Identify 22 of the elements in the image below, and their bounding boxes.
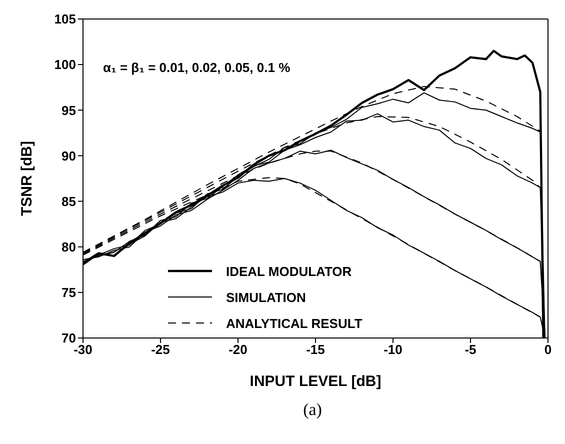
y-tick-label: 90 bbox=[62, 148, 76, 164]
y-tick-label: 80 bbox=[62, 239, 76, 254]
x-tick-label: 0 bbox=[544, 342, 552, 358]
y-tick-label: 95 bbox=[62, 102, 76, 118]
x-tick-label: -30 bbox=[74, 342, 92, 358]
x-tick-label: -20 bbox=[228, 342, 248, 358]
y-tick-label: 100 bbox=[54, 57, 76, 72]
x-tick-label: -15 bbox=[306, 342, 325, 358]
annotation: α₁ = β₁ = 0.01, 0.02, 0.05, 0.1 % bbox=[103, 60, 290, 75]
y-tick-label: 85 bbox=[62, 194, 76, 209]
x-tick-label: -5 bbox=[464, 342, 476, 358]
y-tick-label: 105 bbox=[54, 12, 76, 27]
legend-label: ANALYTICAL RESULT bbox=[226, 316, 362, 330]
y-tick-label: 70 bbox=[62, 330, 76, 346]
y-tick-label: 75 bbox=[62, 285, 76, 300]
x-tick-label: -10 bbox=[384, 342, 402, 358]
text: (a) bbox=[302, 400, 323, 420]
x-tick-label: -25 bbox=[151, 342, 170, 358]
legend-label: IDEAL MODULATOR bbox=[226, 264, 352, 278]
y-axis-title: TSNR [dB] bbox=[18, 141, 36, 216]
legend-label: SIMULATION bbox=[226, 290, 306, 304]
x-axis-title: INPUT LEVEL [dB] bbox=[250, 373, 382, 390]
